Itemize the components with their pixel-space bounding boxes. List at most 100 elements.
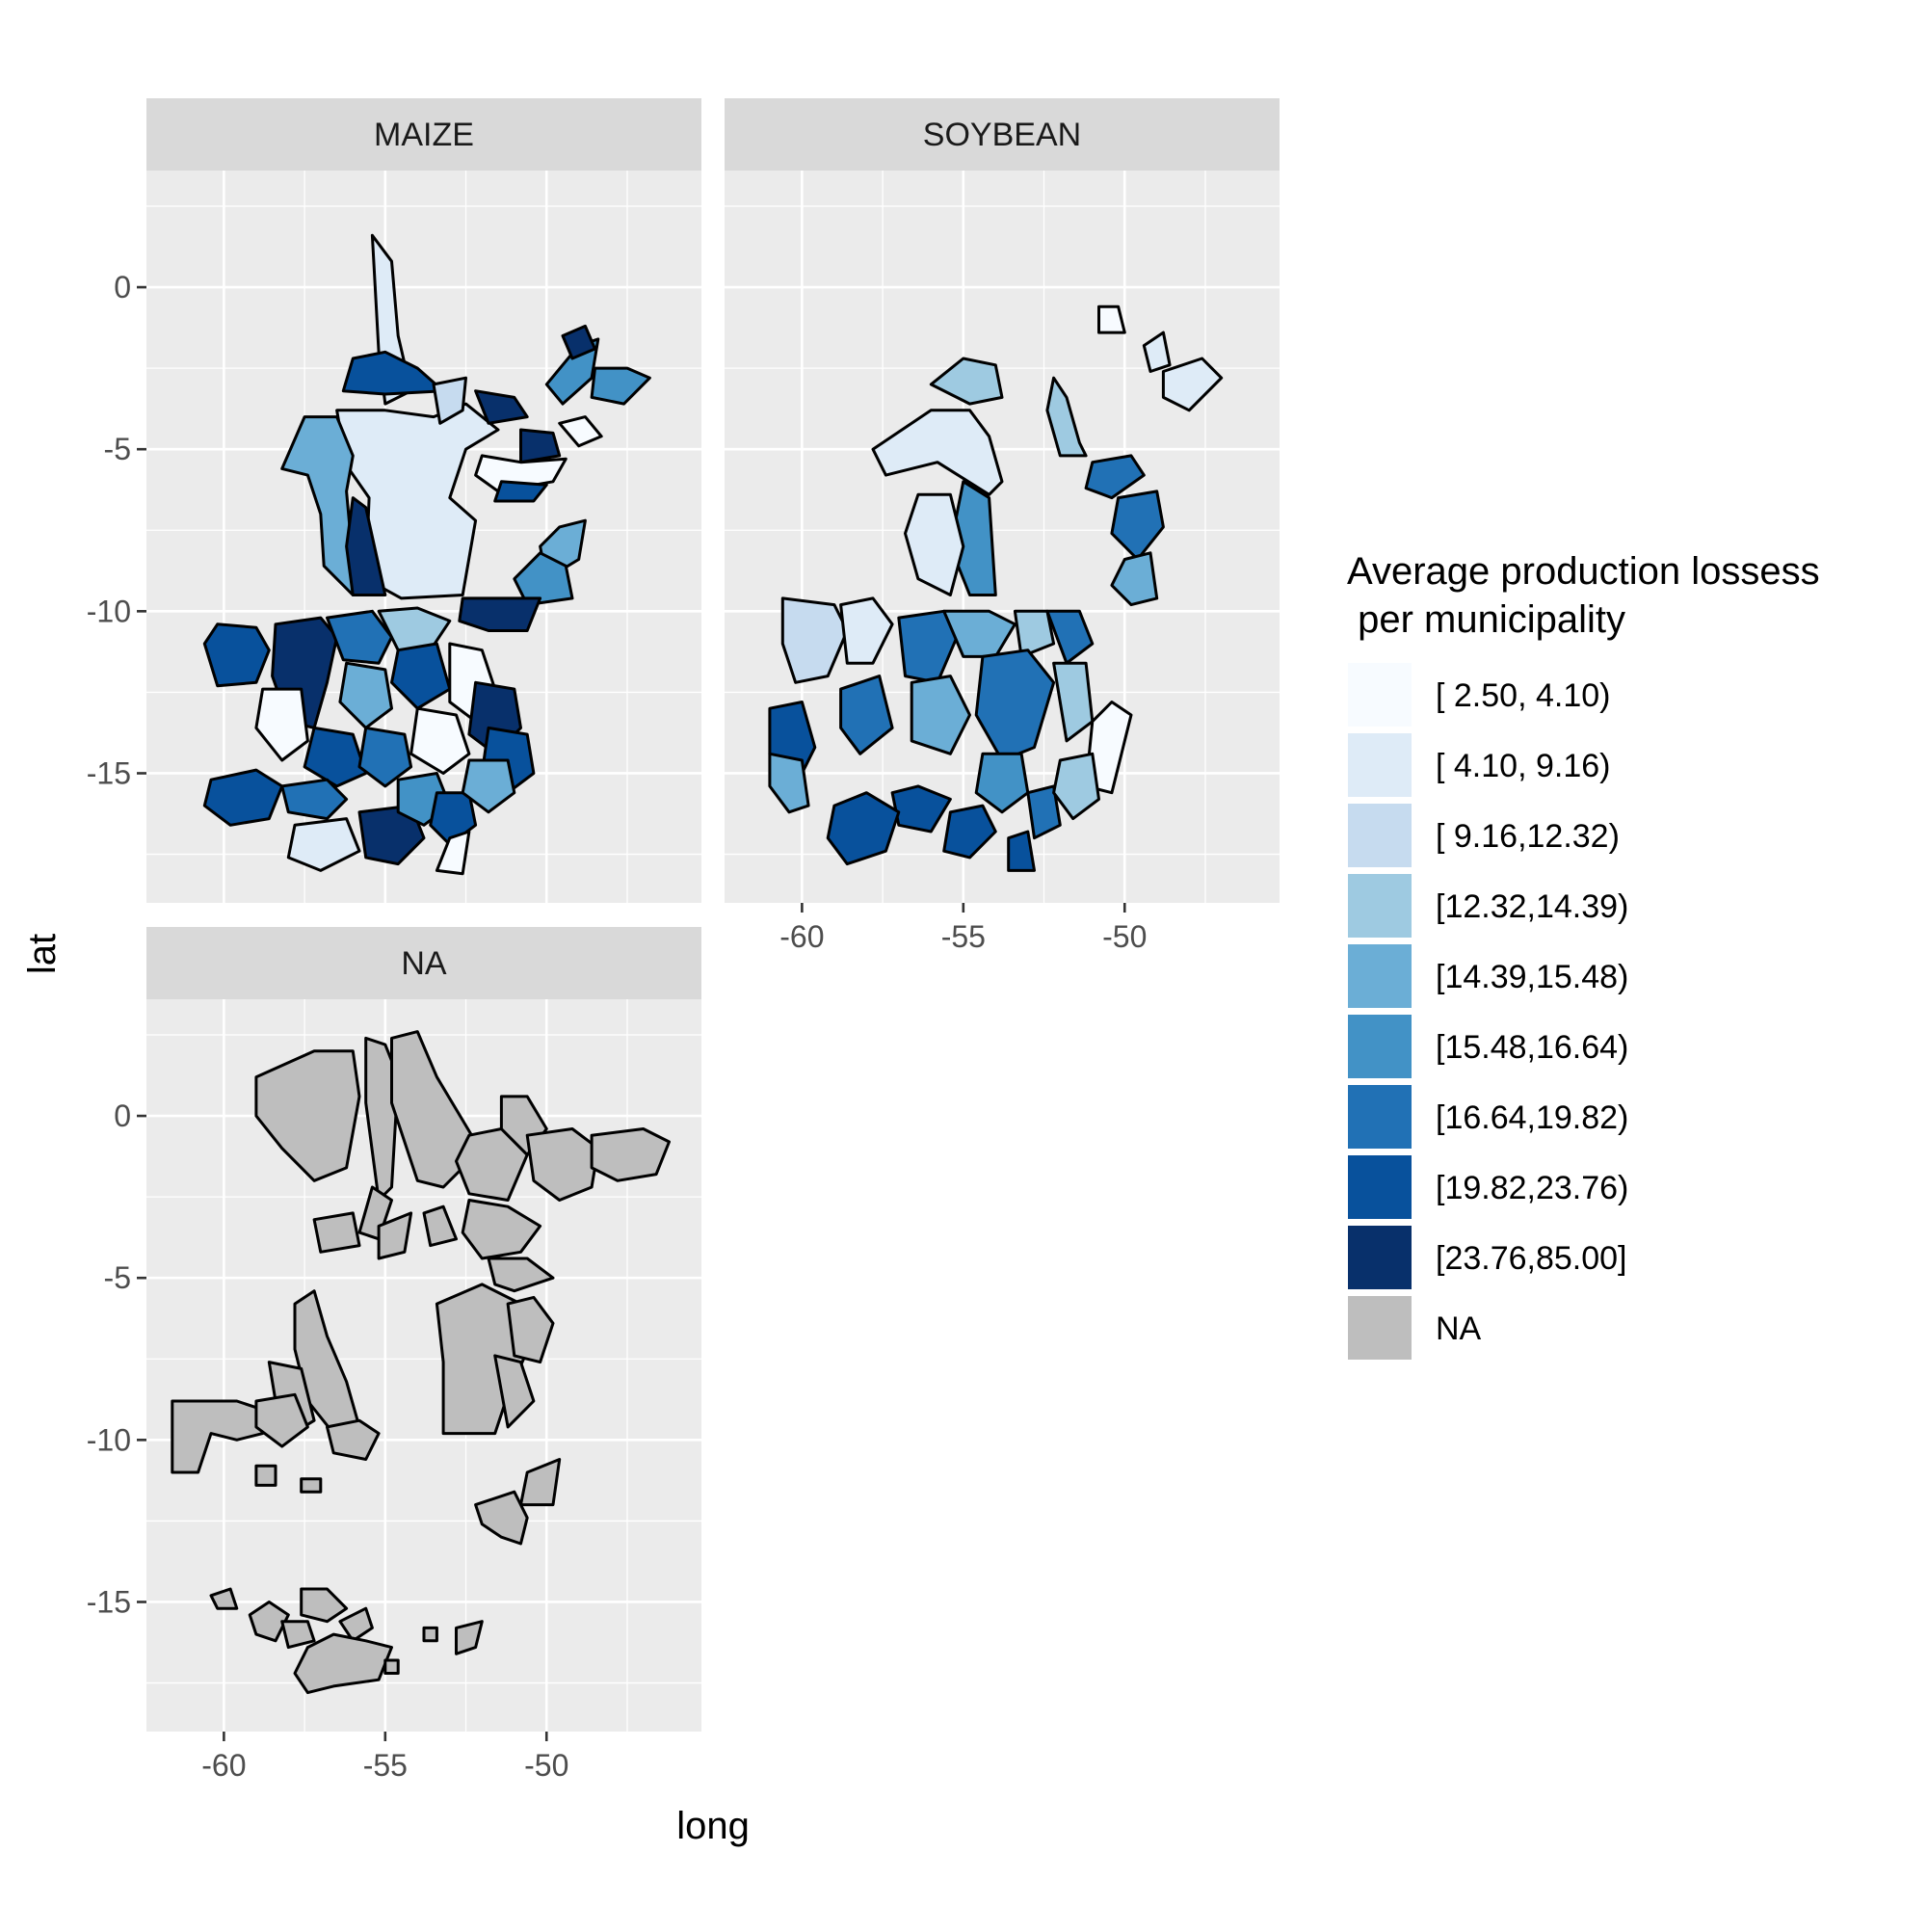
municipality-soybean (871, 409, 1004, 496)
municipality-maize (357, 726, 413, 788)
municipality-na (364, 1036, 400, 1202)
municipality-soybean (942, 804, 997, 860)
legend-swatch (1348, 944, 1412, 1008)
y-tick-label: 0 (114, 270, 131, 304)
municipality-maize (435, 830, 471, 876)
municipality-na (300, 1587, 349, 1624)
regions-soybean (768, 304, 1224, 872)
legend-swatch (1348, 1296, 1412, 1360)
panel-maize: MAIZE (146, 98, 701, 903)
municipality-na (383, 1658, 400, 1675)
y-tick-label: -10 (87, 594, 131, 628)
municipality-na (519, 1458, 562, 1507)
legend-label: [14.39,15.48) (1436, 959, 1628, 995)
strip-soybean (725, 98, 1280, 171)
municipality-na (254, 1392, 309, 1448)
municipality-na (312, 1211, 361, 1254)
legend-label: [15.48,16.64) (1436, 1029, 1628, 1066)
municipality-soybean (1026, 784, 1062, 840)
legend-label: [16.64,19.82) (1436, 1099, 1628, 1136)
municipality-maize (377, 606, 452, 652)
y-axis-title: lat (21, 934, 64, 974)
municipality-na (422, 1626, 438, 1643)
legend-swatch (1348, 1155, 1412, 1219)
strip-label-maize: MAIZE (374, 117, 474, 153)
legend-swatch (1348, 1085, 1412, 1149)
municipality-soybean (780, 596, 849, 684)
municipality-soybean (897, 609, 959, 684)
municipality-maize (590, 366, 651, 406)
municipality-soybean (1097, 304, 1126, 334)
municipality-soybean (1084, 454, 1146, 500)
municipality-na (493, 1354, 536, 1429)
municipality-soybean (768, 752, 810, 814)
municipality-soybean (974, 648, 1056, 762)
x-axis-title: long (676, 1805, 750, 1847)
y-tick-label: -5 (104, 1260, 131, 1295)
legend-swatch (1348, 663, 1412, 727)
regions-maize (202, 233, 651, 876)
municipality-soybean (974, 752, 1030, 814)
municipality-maize (286, 817, 361, 872)
municipality-maize (303, 726, 368, 788)
municipality-na (280, 1620, 316, 1650)
legend: Average production lossess per municipal… (1347, 550, 1820, 1360)
municipality-na (338, 1606, 374, 1643)
municipality-maize (345, 496, 387, 596)
municipality-maize (341, 350, 445, 396)
municipality-maize (202, 622, 271, 688)
municipality-soybean (839, 596, 894, 665)
municipality-na (254, 1464, 277, 1487)
municipality-na (209, 1587, 239, 1610)
municipality-maize (513, 551, 574, 607)
legend-label: [ 4.10, 9.16) (1436, 748, 1610, 784)
municipality-na (377, 1211, 413, 1260)
x-tick-label: -55 (941, 919, 986, 954)
municipality-na (590, 1127, 671, 1182)
municipality-na (326, 1418, 381, 1461)
legend-label: NA (1436, 1310, 1482, 1347)
municipality-soybean (839, 675, 894, 755)
municipality-maize (519, 428, 562, 464)
municipality-soybean (910, 675, 971, 755)
x-tick-label: -50 (524, 1748, 568, 1783)
legend-label: [19.82,23.76) (1436, 1170, 1628, 1206)
municipality-maize (254, 687, 309, 762)
municipality-soybean (1013, 609, 1056, 658)
municipality-maize (409, 706, 471, 775)
municipality-na (254, 1049, 361, 1182)
municipality-soybean (929, 357, 1004, 406)
legend-swatch (1348, 1226, 1412, 1289)
municipality-na (422, 1204, 458, 1248)
municipality-maize (558, 415, 603, 448)
municipality-soybean (1052, 752, 1100, 821)
panel-na: NA (146, 927, 701, 1732)
x-tick-label: -55 (363, 1748, 408, 1783)
y-tick-label: 0 (114, 1098, 131, 1133)
municipality-na (474, 1490, 529, 1546)
municipality-na (300, 1477, 323, 1494)
municipality-maize (280, 778, 349, 821)
municipality-maize (461, 758, 516, 814)
x-tick-label: -60 (201, 1748, 246, 1783)
municipality-na (487, 1257, 555, 1293)
x-tick-label: -60 (779, 919, 824, 954)
municipality-soybean (1110, 551, 1159, 607)
strip-na (146, 927, 701, 999)
legend-title-line2: per municipality (1347, 598, 1625, 641)
legend-label: [23.76,85.00] (1436, 1240, 1627, 1277)
municipality-soybean (1045, 376, 1088, 458)
municipality-maize (561, 324, 596, 360)
panel-soybean: SOYBEAN (725, 98, 1280, 903)
municipality-maize (458, 596, 542, 632)
municipality-maize (474, 454, 568, 493)
municipality-maize (326, 609, 393, 665)
municipality-na (455, 1620, 484, 1655)
legend-swatch (1348, 874, 1412, 938)
municipality-maize (202, 768, 284, 827)
municipality-maize (390, 642, 452, 710)
legend-items: [ 2.50, 4.10) [ 4.10, 9.16) [ 9.16,12.32) [… (1348, 663, 1628, 1360)
legend-title-line1: Average production lossess (1347, 550, 1820, 593)
municipality-na (506, 1295, 555, 1364)
